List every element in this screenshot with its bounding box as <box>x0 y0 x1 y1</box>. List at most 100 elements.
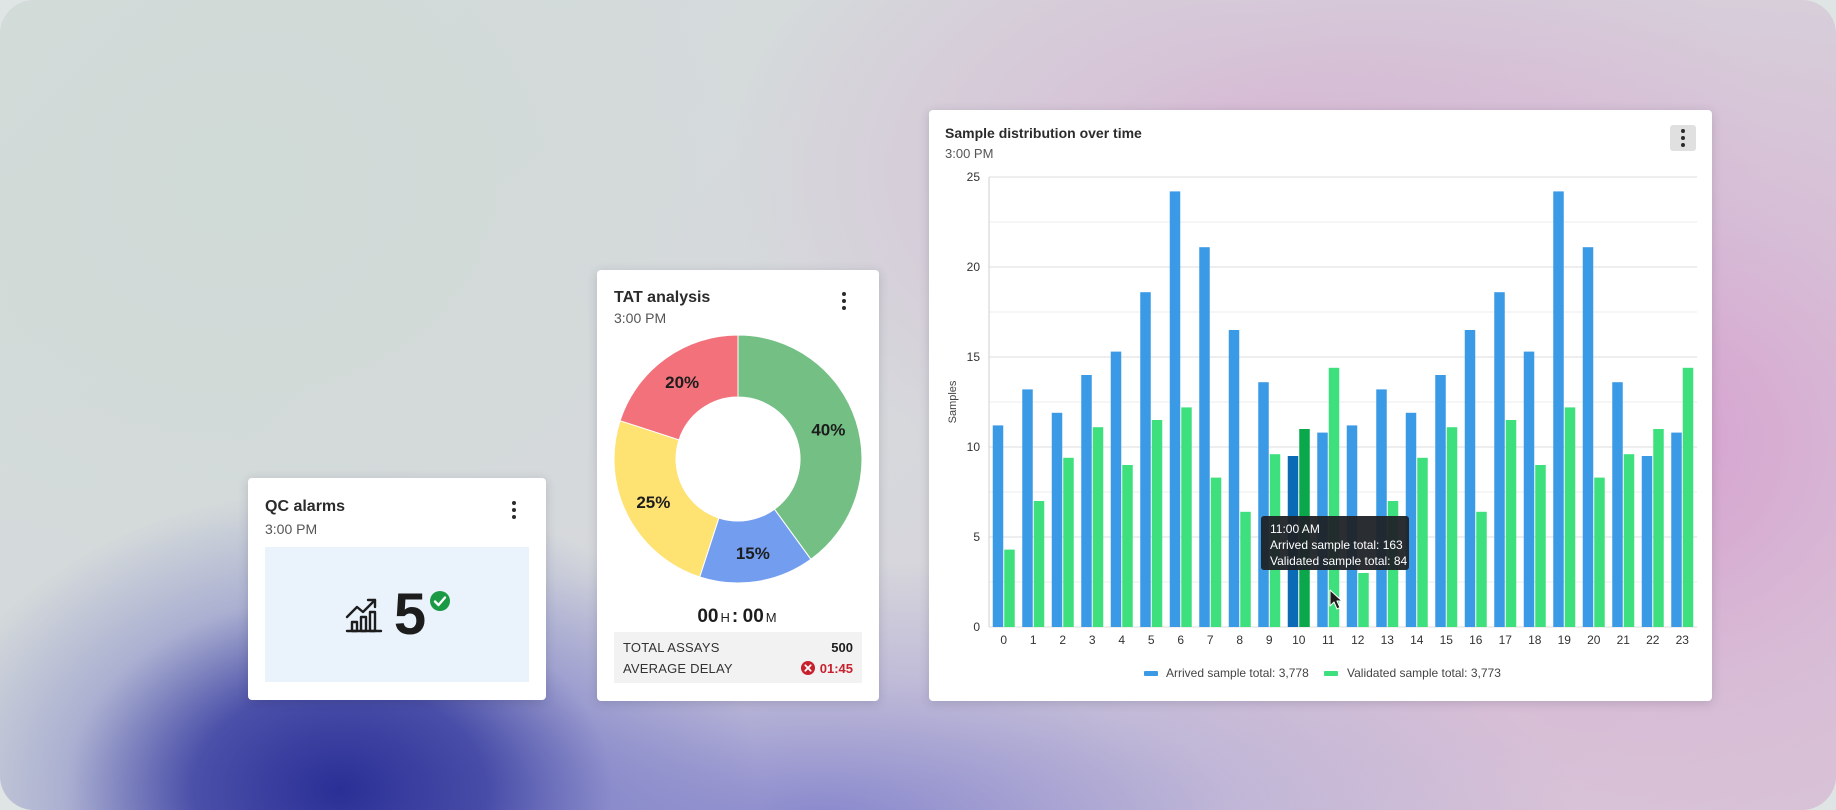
legend-label-arrived: Arrived sample total: 3,778 <box>1166 666 1309 680</box>
y-tick-label: 5 <box>973 530 980 544</box>
bar-arrived <box>1258 382 1269 627</box>
x-tick-label: 2 <box>1059 633 1066 647</box>
bar-arrived <box>1494 292 1505 627</box>
bar-arrived <box>992 425 1004 627</box>
row-value: 500 <box>831 639 853 655</box>
bar-validated <box>1063 457 1074 627</box>
bar-validated <box>1122 465 1133 627</box>
x-tick-label: 3 <box>1089 633 1096 647</box>
error-circle-icon <box>800 661 815 675</box>
x-tick-label: 15 <box>1440 633 1454 647</box>
qc-alarms-panel: 5 <box>265 547 529 682</box>
x-tick-label: 1 <box>1030 633 1037 647</box>
bar-arrived <box>1376 389 1387 627</box>
bar-arrived <box>1523 351 1535 627</box>
bar-validated <box>1535 465 1546 627</box>
bar-validated <box>1358 573 1369 627</box>
x-tick-label: 17 <box>1499 633 1513 647</box>
bar-validated <box>1623 454 1635 627</box>
donut-slice <box>737 335 862 561</box>
bar-arrived <box>1671 432 1682 627</box>
more-options-button[interactable] <box>1670 125 1696 151</box>
bar-arrived <box>1553 191 1564 627</box>
timer-hours-unit: H <box>720 610 730 625</box>
bar-arrived <box>1641 456 1653 627</box>
donut-slice-label: 15% <box>736 544 770 563</box>
bar-validated <box>1240 511 1251 627</box>
trend-chart-icon <box>345 598 383 632</box>
bar-arrived <box>1022 389 1033 627</box>
row-label: AVERAGE DELAY <box>623 660 733 676</box>
row-value-group: 01:45 <box>800 661 853 676</box>
row-label: TOTAL ASSAYS <box>623 639 720 655</box>
bar-validated <box>1151 420 1163 627</box>
bar-validated <box>1682 367 1694 627</box>
y-tick-label: 25 <box>967 170 981 184</box>
more-options-button[interactable] <box>832 289 856 313</box>
tooltip-arrived: Arrived sample total: 163 <box>1270 538 1403 552</box>
bar-arrived <box>1228 330 1240 627</box>
bar-validated <box>1033 501 1045 627</box>
bar-validated <box>1564 407 1576 627</box>
x-tick-label: 19 <box>1558 633 1572 647</box>
donut-slice <box>619 335 739 441</box>
bar-validated <box>1181 407 1192 627</box>
tat-row-total-assays: TOTAL ASSAYS 500 <box>623 637 853 657</box>
card-time: 3:00 PM <box>614 310 667 326</box>
qc-alarm-count: 5 <box>393 581 427 647</box>
tat-timer: 00 H: 00 M <box>597 606 879 628</box>
bar-arrived <box>1140 292 1151 627</box>
card-title: QC alarms <box>265 498 346 515</box>
more-options-button[interactable] <box>502 498 526 522</box>
check-circle-icon <box>430 590 451 611</box>
tooltip-box <box>1261 516 1409 570</box>
x-tick-label: 9 <box>1266 633 1273 647</box>
bar-validated <box>1092 427 1104 627</box>
x-tick-label: 14 <box>1410 633 1424 647</box>
x-tick-label: 7 <box>1207 633 1214 647</box>
legend-swatch-validated <box>1324 671 1338 676</box>
x-tick-label: 11 <box>1322 633 1335 647</box>
y-tick-label: 0 <box>973 620 980 634</box>
x-tick-label: 5 <box>1148 633 1155 647</box>
x-tick-label: 16 <box>1469 633 1483 647</box>
x-tick-label: 0 <box>1000 633 1007 647</box>
x-tick-label: 23 <box>1676 633 1690 647</box>
bar-validated <box>1505 420 1517 627</box>
more-vert-icon <box>842 292 846 310</box>
x-tick-label: 18 <box>1528 633 1542 647</box>
x-tick-label: 8 <box>1236 633 1243 647</box>
timer-minutes-unit: M <box>765 610 777 625</box>
x-tick-label: 12 <box>1351 633 1365 647</box>
bar-validated <box>1004 549 1015 627</box>
donut-slice <box>614 420 720 578</box>
tat-summary-table: TOTAL ASSAYS 500 AVERAGE DELAY 01:45 <box>614 632 862 683</box>
legend-swatch-arrived <box>1144 671 1158 676</box>
y-tick-label: 20 <box>967 260 981 274</box>
x-tick-label: 22 <box>1646 633 1660 647</box>
y-axis-label: Samples <box>947 380 959 423</box>
bar-arrived <box>1051 412 1063 627</box>
x-tick-label: 4 <box>1118 633 1125 647</box>
bar-validated <box>1328 367 1340 627</box>
bar-arrived <box>1435 375 1446 627</box>
bar-arrived <box>1612 382 1623 627</box>
bar-arrived <box>1081 375 1092 627</box>
bar-validated <box>1594 477 1605 627</box>
tooltip-time: 11:00 AM <box>1270 522 1320 536</box>
bar-arrived <box>1199 247 1210 627</box>
more-vert-icon <box>512 501 516 519</box>
sample-distribution-card: Sample distribution over time 3:00 PM 0 5… <box>929 110 1712 701</box>
timer-minutes: 00 <box>742 606 764 627</box>
tat-row-average-delay: AVERAGE DELAY 01:45 <box>623 658 853 678</box>
x-tick-label: 6 <box>1177 633 1184 647</box>
card-title: TAT analysis <box>614 289 711 306</box>
timer-separator: : <box>731 606 739 627</box>
x-tick-label: 10 <box>1292 633 1306 647</box>
tat-donut-chart: 40% 15% 25% 20% <box>614 335 862 583</box>
qc-alarms-card: QC alarms 3:00 PM 5 <box>248 478 546 700</box>
bar-arrived <box>1582 247 1594 627</box>
donut-slice-label: 20% <box>665 373 699 392</box>
card-time: 3:00 PM <box>945 146 994 161</box>
